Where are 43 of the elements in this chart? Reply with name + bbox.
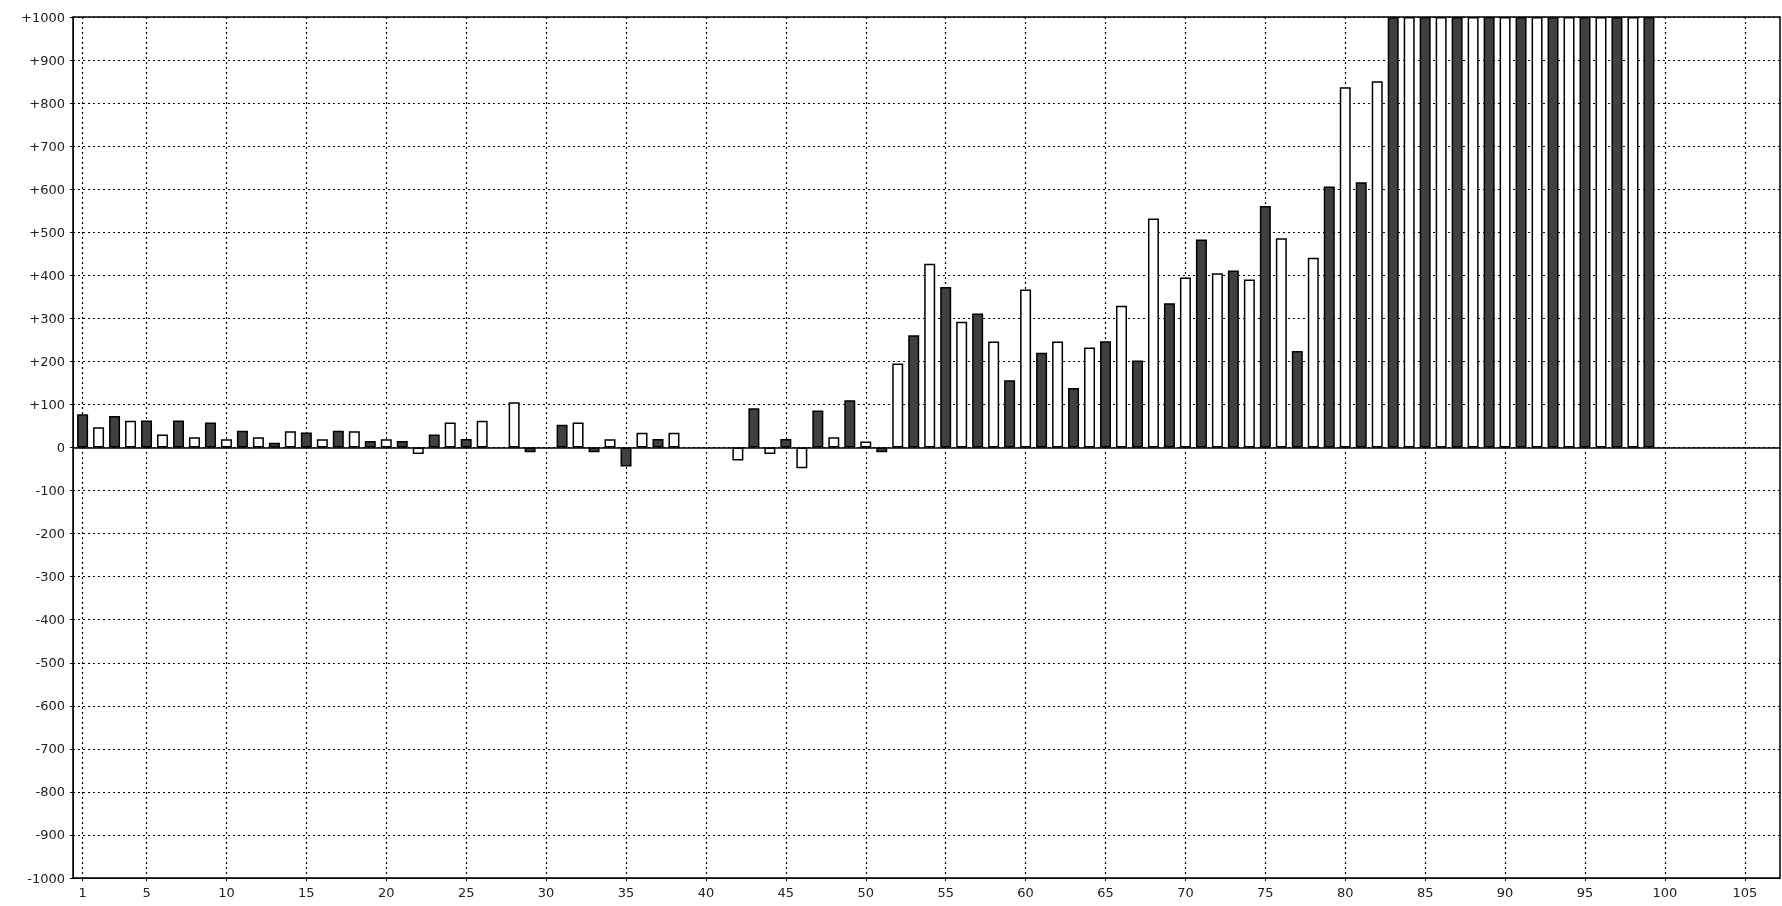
x-tick-label: 100 (1652, 885, 1678, 900)
x-tick-label: 10 (218, 885, 235, 900)
y-tick-label: +600 (29, 181, 65, 197)
y-tick-label: -200 (35, 526, 65, 542)
x-tick-label: 25 (457, 885, 475, 900)
y-tick-label: -1000 (27, 870, 65, 886)
y-tick-label: -800 (35, 784, 65, 800)
y-tick-label: -100 (35, 483, 65, 499)
y-tick-label: +100 (29, 396, 65, 412)
y-tick-label: -500 (35, 655, 65, 671)
x-tick-label: 40 (697, 885, 715, 900)
y-tick-label: 0 (56, 440, 65, 455)
y-tick-label: -300 (35, 569, 65, 585)
x-tick-label: 1 (78, 885, 87, 900)
y-tick-label: +800 (29, 95, 65, 111)
y-tick-label: -400 (35, 612, 65, 628)
x-tick-label: 70 (1177, 885, 1194, 900)
x-tick-label: 45 (777, 885, 795, 900)
y-tick-label: -700 (35, 741, 65, 757)
x-tick-label: 35 (617, 885, 635, 900)
x-tick-label: 65 (1097, 885, 1114, 900)
y-tick-label: +900 (29, 52, 65, 68)
x-tick-label: 60 (1017, 885, 1034, 900)
x-tick-label: 30 (537, 885, 555, 900)
x-tick-label: 85 (1416, 885, 1434, 900)
x-tick-label: 20 (378, 885, 395, 900)
y-tick-label: -900 (35, 827, 65, 843)
y-tick-label: +200 (29, 353, 65, 369)
y-tick-label: +700 (29, 138, 65, 154)
x-tick-label: 15 (298, 885, 315, 900)
x-tick-label: 90 (1496, 885, 1514, 900)
x-tick-label: 105 (1732, 885, 1758, 900)
y-tick-label: +500 (29, 224, 65, 240)
x-tick-label: 95 (1576, 885, 1594, 900)
x-tick-label: 50 (857, 885, 875, 900)
x-tick-label: 75 (1257, 885, 1274, 900)
y-tick-label: +400 (29, 267, 65, 283)
y-tick-label: +1000 (21, 9, 65, 25)
x-tick-label: 80 (1336, 885, 1354, 900)
y-tick-label: +300 (29, 310, 65, 326)
x-tick-label: 55 (937, 885, 954, 900)
x-tick-label: 5 (142, 885, 151, 900)
y-tick-label: -600 (35, 698, 65, 714)
